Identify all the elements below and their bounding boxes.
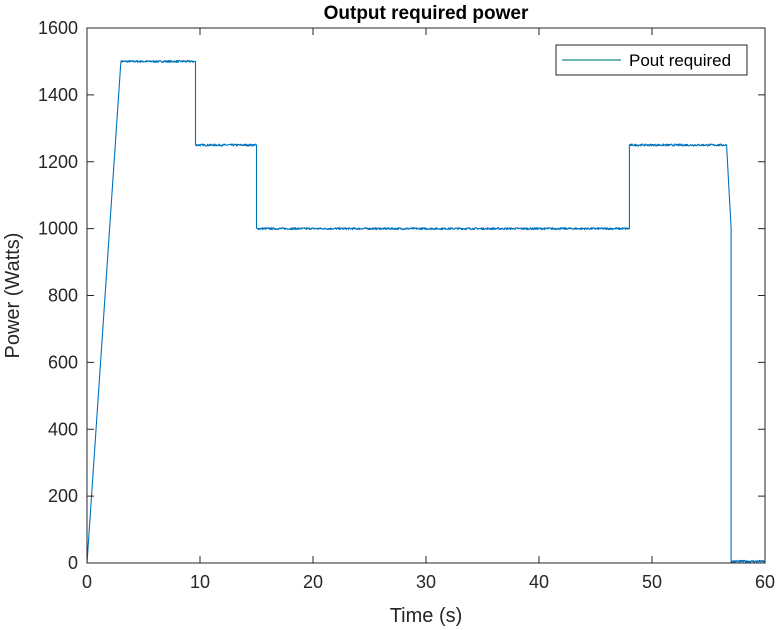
- chart-title: Output required power: [324, 3, 529, 24]
- y-tick-label: 1000: [38, 219, 78, 239]
- y-tick-label: 0: [68, 553, 78, 573]
- legend: Pout required: [555, 44, 748, 76]
- y-tick-label: 1400: [38, 85, 78, 105]
- x-axis-title: Time (s): [390, 605, 463, 627]
- x-tick-label: 30: [416, 572, 436, 592]
- x-tick-label: 20: [303, 572, 323, 592]
- x-tick-label: 40: [529, 572, 549, 592]
- y-axis-ticks: 0 200 400 600 800 1000 1200 1400 1600: [38, 18, 765, 573]
- series-line: [86, 59, 766, 564]
- y-tick-label: 400: [48, 419, 78, 439]
- y-tick-label: 800: [48, 286, 78, 306]
- y-tick-label: 200: [48, 486, 78, 506]
- series-layer: [86, 59, 766, 564]
- y-axis-title: Power (Watts): [2, 233, 24, 359]
- x-axis-ticks: 0 10 20 30 40 50 60: [82, 28, 775, 592]
- x-tick-label: 0: [82, 572, 92, 592]
- y-tick-label: 1600: [38, 18, 78, 38]
- plot-area: [86, 27, 766, 564]
- x-tick-label: 10: [190, 572, 210, 592]
- y-tick-label: 1200: [38, 152, 78, 172]
- x-tick-label: 50: [642, 572, 662, 592]
- legend-label: Pout required: [629, 51, 731, 70]
- y-tick-label: 600: [48, 352, 78, 372]
- plot-background: [87, 28, 765, 563]
- x-tick-label: 60: [755, 572, 775, 592]
